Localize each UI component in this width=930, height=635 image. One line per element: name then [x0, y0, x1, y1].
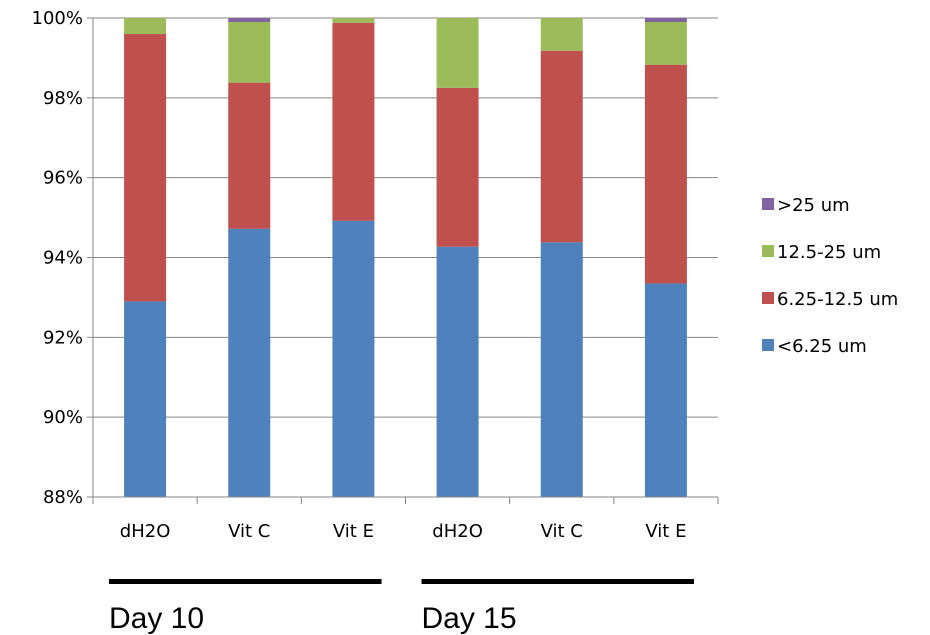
bar-segment — [644, 18, 687, 22]
legend-swatch — [762, 292, 774, 304]
y-tick-label: 98% — [43, 88, 83, 109]
group-label: Day 15 — [422, 602, 517, 635]
group-label: Day 10 — [109, 602, 204, 635]
bar-segment — [540, 50, 583, 243]
legend-swatch — [762, 198, 774, 210]
bar-segment — [124, 33, 167, 302]
y-tick-label: 92% — [43, 327, 83, 348]
bar-segment — [332, 220, 375, 497]
bar-segment — [644, 21, 687, 65]
bar-segment — [228, 82, 271, 229]
axes — [87, 17, 719, 504]
legend-swatch — [762, 245, 774, 257]
bars — [124, 18, 687, 497]
y-tick-label: 96% — [43, 168, 83, 189]
bar-segment — [124, 18, 167, 34]
bar-segment — [228, 21, 271, 83]
bar-segment — [644, 64, 687, 284]
bar-segment — [436, 246, 479, 497]
legend-label: 12.5-25 um — [777, 242, 881, 263]
legend-label: <6.25 um — [777, 336, 867, 357]
bar-segment — [228, 18, 271, 22]
group-labels: Day 10 Day 15 — [109, 579, 694, 635]
x-category-label: Vit E — [333, 521, 374, 542]
legend-label: >25 um — [777, 195, 850, 216]
x-category-label: dH2O — [432, 521, 483, 542]
gridlines — [93, 17, 718, 498]
legend-swatch — [762, 339, 774, 351]
group-bracket-line — [421, 579, 694, 584]
bar-segment — [436, 87, 479, 247]
legend-label: 6.25-12.5 um — [777, 289, 898, 310]
x-category-labels: dH2O Vit C Vit E dH2O Vit C Vit E — [120, 521, 687, 542]
x-category-label: Vit E — [645, 521, 686, 542]
bar-segment — [540, 18, 583, 51]
y-tick-label: 88% — [43, 487, 83, 508]
x-category-label: dH2O — [120, 521, 171, 542]
bar-segment — [332, 18, 375, 23]
y-tick-label: 90% — [43, 407, 83, 428]
y-tick-label: 100% — [32, 8, 83, 29]
bar-segment — [644, 283, 687, 497]
bar-segment — [540, 242, 583, 497]
x-category-label: Vit C — [228, 521, 270, 542]
bar-segment — [332, 22, 375, 221]
bar-segment — [436, 18, 479, 88]
y-tick-labels: 88% 90% 92% 94% 96% 98% 100% — [32, 8, 83, 508]
group-bracket-line — [109, 579, 382, 584]
x-category-label: Vit C — [541, 521, 583, 542]
bar-segment — [124, 301, 167, 497]
y-tick-label: 94% — [43, 248, 83, 269]
bar-segment — [228, 228, 271, 497]
legend: >25 um 12.5-25 um 6.25-12.5 um <6.25 um — [762, 195, 898, 357]
